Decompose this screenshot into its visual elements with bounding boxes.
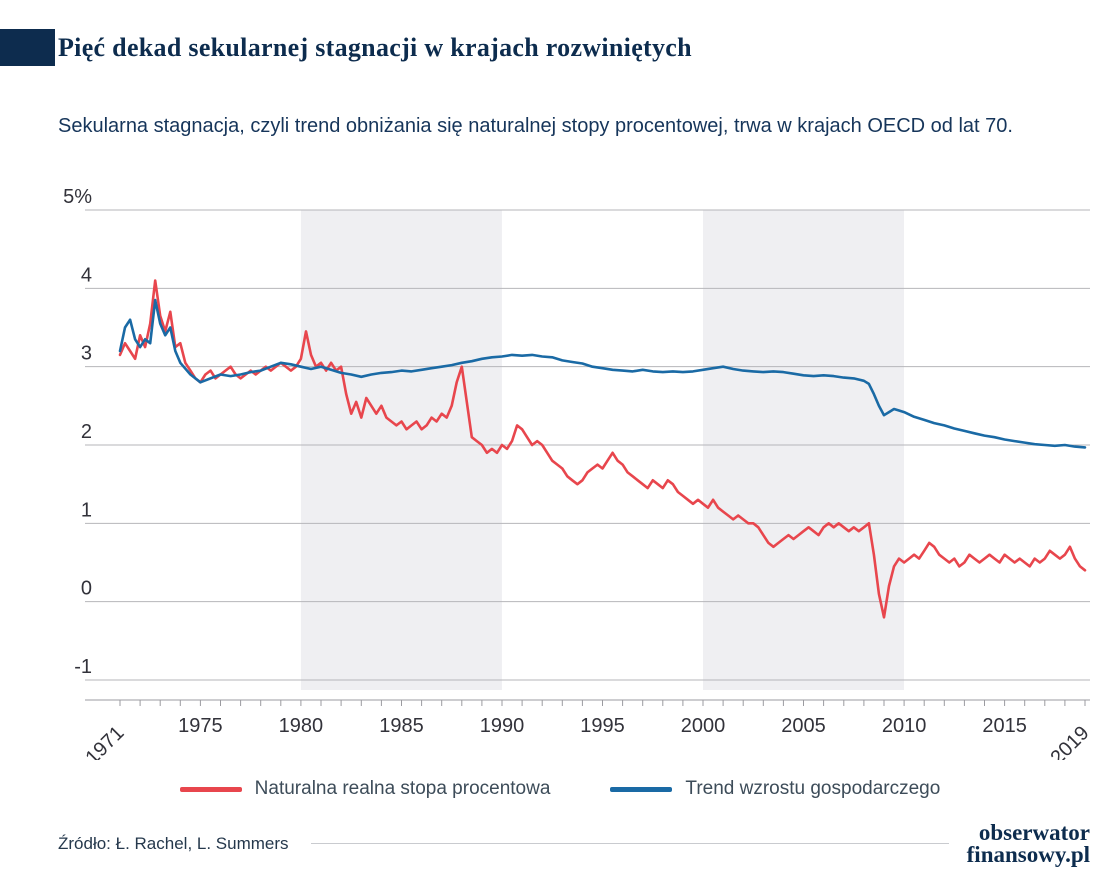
svg-text:-1: -1	[74, 656, 92, 678]
legend-label-growth-trend: Trend wzrostu gospodarczego	[685, 778, 941, 799]
chart-subtitle: Sekularna stagnacja, czyli trend obniżan…	[58, 115, 1013, 137]
svg-text:2000: 2000	[681, 715, 726, 737]
svg-text:2010: 2010	[882, 715, 927, 737]
legend-label-natural-rate: Naturalna realna stopa procentowa	[254, 778, 551, 799]
svg-text:1971: 1971	[82, 722, 129, 760]
source-note: Źródło: Ł. Rachel, L. Summers	[58, 833, 289, 853]
y-axis-labels: 5% 4 3 2 1 0 -1	[63, 186, 92, 678]
obserwator-finansowy-logo: obserwator finansowy.pl	[966, 820, 1090, 867]
svg-text:3: 3	[81, 343, 92, 365]
footer-divider	[310, 843, 949, 845]
svg-text:1: 1	[81, 499, 92, 521]
svg-text:2019: 2019	[1047, 722, 1094, 760]
svg-text:1985: 1985	[379, 715, 424, 737]
svg-text:0: 0	[81, 578, 92, 600]
x-axis-labels: 1971 1975 1980 1985 1990 1995 2000 2005 2010 2015…	[82, 715, 1094, 760]
svg-text:1980: 1980	[279, 715, 324, 737]
svg-text:1995: 1995	[580, 715, 625, 737]
title-accent-block	[0, 29, 55, 66]
svg-text:2015: 2015	[982, 715, 1027, 737]
series-line-1	[118, 298, 1087, 449]
legend-item-natural-rate: Naturalna realna stopa procentowa	[179, 778, 551, 800]
chart-legend: Naturalna realna stopa procentowa Trend …	[0, 778, 1120, 800]
gridlines	[85, 209, 1090, 681]
legend-swatch-red-line	[179, 786, 242, 792]
svg-text:1990: 1990	[480, 715, 525, 737]
logo-line-2: finansowy.pl	[966, 841, 1090, 867]
legend-swatch-blue-line	[610, 786, 673, 792]
svg-text:2005: 2005	[781, 715, 826, 737]
x-axis	[85, 699, 1090, 706]
series-line-0	[118, 279, 1087, 619]
header: Pięć dekad sekularnej stagnacji w krajac…	[0, 29, 692, 66]
svg-text:5%: 5%	[63, 186, 92, 208]
shaded-bands	[300, 210, 904, 690]
page-title: Pięć dekad sekularnej stagnacji w krajac…	[58, 32, 692, 62]
svg-text:2: 2	[81, 421, 92, 443]
footer: Źródło: Ł. Rachel, L. Summers obserwator…	[58, 820, 1090, 867]
legend-item-growth-trend: Trend wzrostu gospodarczego	[610, 778, 940, 800]
svg-text:4: 4	[81, 264, 92, 286]
logo-line-1: obserwator	[978, 820, 1090, 845]
line-chart: 5% 4 3 2 1 0 -1 1971 1975 1980 1985 1990 1995 2000 200…	[63, 186, 1094, 760]
svg-text:1975: 1975	[178, 715, 223, 737]
